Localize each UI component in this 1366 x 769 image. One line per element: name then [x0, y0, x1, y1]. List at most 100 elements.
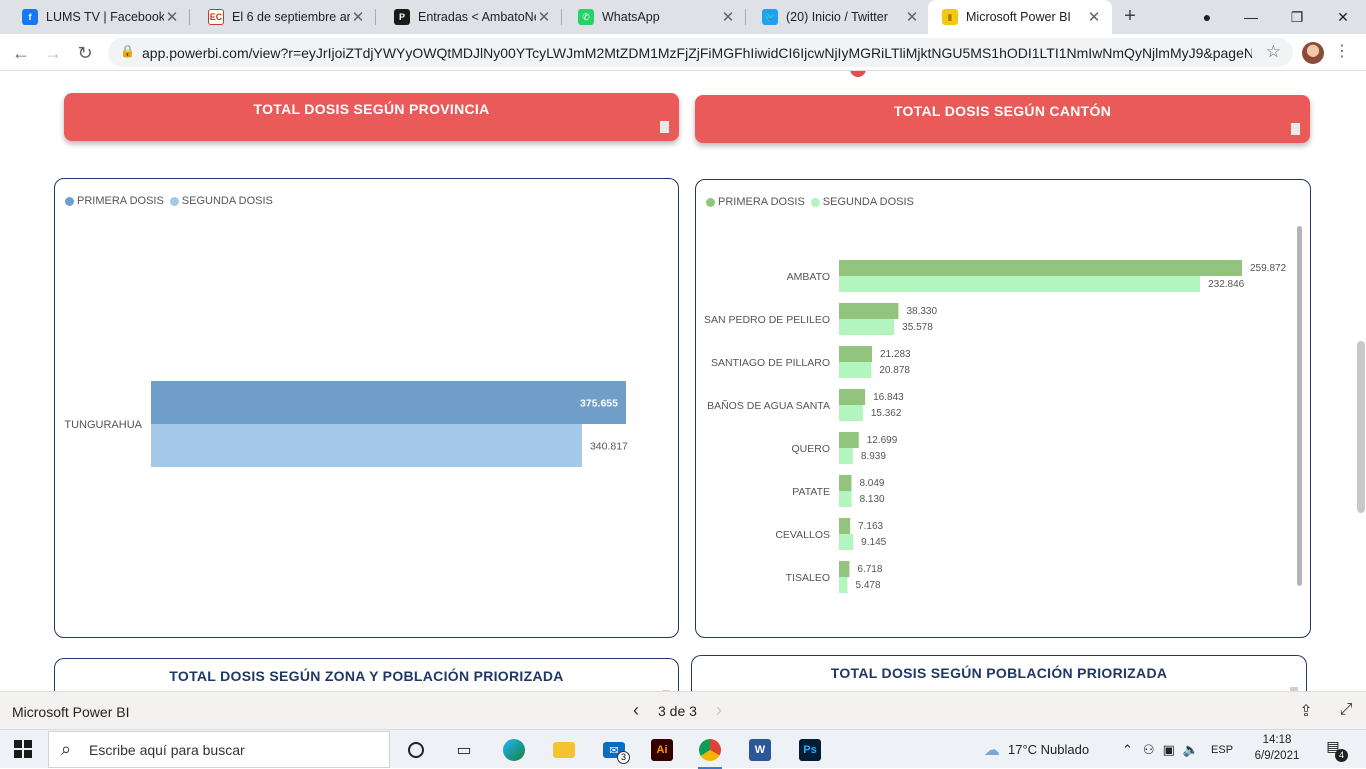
visual-handle-icon[interactable] — [660, 121, 669, 133]
edge-icon[interactable] — [498, 734, 530, 766]
data-label: 8.130 — [860, 494, 885, 505]
taskbar-search[interactable]: ⌕ Escribe aquí para buscar — [48, 731, 390, 768]
tab-separator — [189, 9, 190, 25]
bar-segunda — [839, 448, 853, 464]
legend-label-primera: PRIMERA DOSIS — [718, 196, 805, 208]
chart-canton[interactable]: PRIMERA DOSIS SEGUNDA DOSIS AMBATO 259.87… — [695, 179, 1311, 638]
bar-primera — [839, 303, 899, 319]
category-label: BAÑOS DE AGUA SANTA — [707, 399, 830, 412]
chart-provincia-plot: TUNGURAHUA 375.655 340.817 — [64, 381, 628, 467]
taskbar-search-placeholder[interactable]: Escribe aquí para buscar — [89, 742, 245, 758]
volume-icon[interactable]: 🔈 — [1182, 741, 1200, 757]
file-explorer-icon[interactable] — [548, 734, 580, 766]
task-view-icon[interactable]: ▭ — [456, 742, 472, 759]
browser-tab[interactable]: EC El 6 de septiembre arr ✕ — [194, 0, 376, 34]
chart-legend: PRIMERA DOSIS SEGUNDA DOSIS — [65, 195, 279, 207]
close-tab-icon[interactable]: ✕ — [1087, 9, 1101, 26]
close-tab-icon[interactable]: ✕ — [165, 9, 179, 26]
browser-tab-title: WhatsApp — [602, 10, 660, 24]
browser-tab-title: (20) Inicio / Twitter — [786, 10, 888, 24]
previous-page-icon[interactable]: ‹ — [633, 700, 639, 720]
category-label: SAN PEDRO DE PELILEO — [704, 314, 830, 326]
search-icon: ⌕ — [61, 739, 72, 759]
data-label: 8.049 — [859, 478, 884, 489]
data-label: 38.330 — [906, 306, 937, 317]
report-canvas: TOTAL DOSIS SEGÚN PROVINCIA TOTAL DOSIS … — [0, 71, 1366, 691]
header-provincia: TOTAL DOSIS SEGÚN PROVINCIA — [64, 93, 679, 141]
url-text[interactable]: app.powerbi.com/view?r=eyJrIjoiZTdjYWYyO… — [142, 45, 1252, 61]
people-icon[interactable]: ⚇ — [1142, 741, 1155, 757]
data-label: 259.872 — [1250, 263, 1287, 274]
more-menu-icon[interactable]: ⋮ — [1334, 43, 1350, 60]
close-tab-icon[interactable]: ✕ — [721, 9, 735, 26]
photoshop-icon[interactable]: Ps — [794, 734, 826, 766]
fullscreen-icon[interactable]: ⤢ — [1339, 701, 1353, 718]
browser-tab[interactable]: P Entradas < AmbatoNe ✕ — [380, 0, 562, 34]
visual-handle-icon[interactable] — [1290, 687, 1298, 691]
wordpress-edit-icon: P — [394, 9, 410, 25]
card-zona-poblacion-title: TOTAL DOSIS SEGÚN ZONA Y POBLACIÓN PRIOR… — [169, 668, 564, 684]
chrome-menu-icon[interactable]: ● — [1202, 9, 1212, 25]
close-tab-icon[interactable]: ✕ — [351, 9, 365, 26]
chart-scrollbar[interactable] — [1297, 226, 1302, 586]
legend-label-primera: PRIMERA DOSIS — [77, 195, 164, 207]
bar-segunda — [151, 424, 582, 467]
bar-segunda — [839, 362, 872, 378]
restore-icon[interactable]: ❐ — [1290, 8, 1304, 25]
tab-separator — [375, 9, 376, 25]
close-tab-icon[interactable]: ✕ — [537, 9, 551, 26]
illustrator-icon[interactable]: Ai — [646, 734, 678, 766]
clock-date: 6/9/2021 — [1254, 750, 1300, 762]
profile-avatar[interactable] — [1302, 42, 1324, 64]
visual-handle-icon[interactable] — [1291, 123, 1300, 135]
lock-icon[interactable]: 🔒 — [120, 44, 135, 58]
network-icon[interactable]: ▣ — [1162, 741, 1175, 757]
page-scrollbar[interactable] — [1357, 341, 1365, 513]
powerbi-brand: Microsoft Power BI — [12, 704, 130, 720]
chevron-up-icon[interactable]: ⌃ — [1122, 741, 1133, 757]
category-label: TUNGURAHUA — [64, 419, 142, 431]
visual-handle-icon[interactable] — [662, 690, 670, 691]
data-label: 20.878 — [879, 365, 910, 376]
tab-separator — [561, 9, 562, 25]
bookmark-star-icon[interactable]: ☆ — [1265, 42, 1281, 61]
new-tab-button[interactable]: + — [1124, 5, 1136, 27]
windows-start-icon[interactable] — [14, 740, 32, 758]
cortana-icon[interactable] — [400, 734, 432, 766]
notification-center-icon[interactable]: ▤ 4 — [1322, 738, 1348, 762]
bar-primera — [151, 381, 626, 424]
reload-icon[interactable]: ↻ — [77, 43, 93, 63]
data-label: 340.817 — [590, 441, 628, 453]
back-icon[interactable]: ← — [12, 43, 30, 63]
browser-tab[interactable]: ▮ Microsoft Power BI ✕ — [928, 0, 1112, 34]
data-label: 21.283 — [880, 349, 911, 360]
browser-tab[interactable]: 🐦 (20) Inicio / Twitter ✕ — [748, 0, 930, 34]
bar-primera — [839, 432, 859, 448]
mail-icon[interactable]: ✉ 3 — [598, 734, 630, 766]
data-label: 5.478 — [855, 580, 880, 591]
weather-widget[interactable]: ☁ 17°C Nublado — [984, 730, 1089, 769]
address-bar[interactable]: 🔒 app.powerbi.com/view?r=eyJrIjoiZTdjYWY… — [108, 38, 1293, 67]
legend-dot-segunda — [810, 197, 820, 207]
chart-provincia[interactable]: PRIMERA DOSIS SEGUNDA DOSIS TUNGURAHUA 37… — [54, 178, 679, 638]
share-icon[interactable]: ⇪ — [1299, 703, 1313, 720]
browser-tab[interactable]: f LUMS TV | Facebook ✕ — [8, 0, 190, 34]
language-indicator[interactable]: ESP — [1211, 743, 1234, 756]
chrome-icon[interactable] — [694, 734, 726, 769]
next-page-icon[interactable]: › — [715, 700, 722, 720]
el-comercio-icon: EC — [208, 9, 224, 25]
close-tab-icon[interactable]: ✕ — [905, 9, 919, 26]
cloud-icon: ☁ — [984, 741, 1000, 759]
data-label: 6.718 — [857, 564, 882, 575]
forward-icon[interactable]: → — [44, 43, 62, 63]
browser-tab-title: El 6 de septiembre arr — [232, 10, 350, 24]
minimize-icon[interactable]: — — [1244, 9, 1258, 25]
word-icon[interactable]: W — [744, 734, 776, 766]
chart-legend: PRIMERA DOSIS SEGUNDA DOSIS — [706, 196, 920, 208]
data-label: 15.362 — [871, 408, 902, 419]
browser-tab[interactable]: ✆ WhatsApp ✕ — [564, 0, 746, 34]
page-navigator: ‹ 3 de 3 › — [626, 700, 729, 721]
system-clock[interactable]: 14:18 6/9/2021 — [1252, 732, 1302, 764]
card-zona-poblacion: TOTAL DOSIS SEGÚN ZONA Y POBLACIÓN PRIOR… — [54, 658, 679, 691]
close-window-icon[interactable]: ✕ — [1337, 8, 1349, 25]
